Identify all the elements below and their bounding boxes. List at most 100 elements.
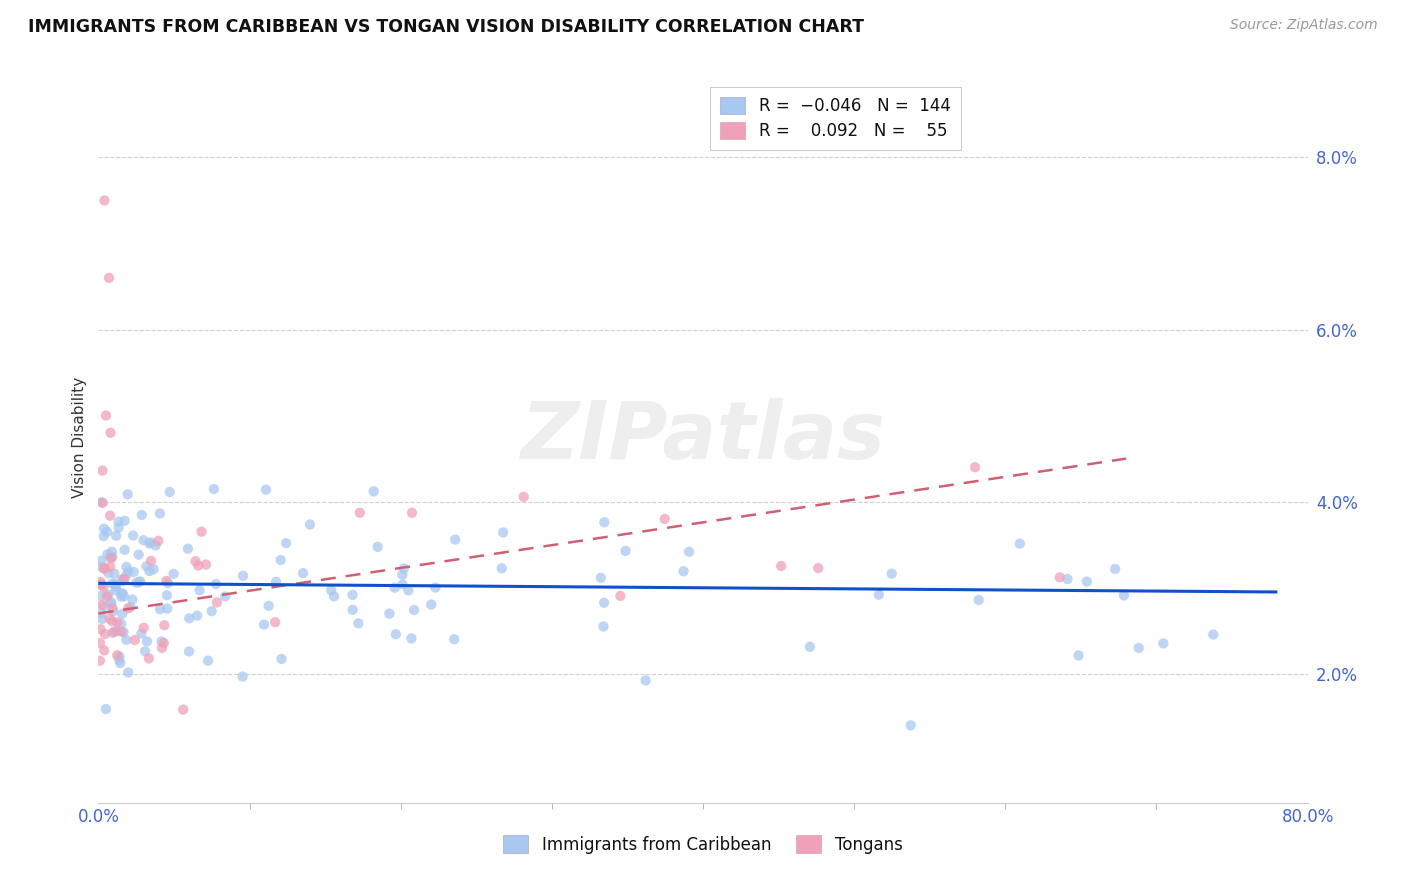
Point (1104, 562, 1126, 576)
Point (134, 644, 156, 658)
Point (634, 673, 657, 688)
Text: ZIPatlas: ZIPatlas (520, 398, 886, 476)
Point (98, 508, 121, 523)
Point (135, 559, 157, 574)
Point (105, 529, 128, 543)
Point (177, 541, 200, 556)
Point (678, 545, 700, 559)
Point (425, 581, 447, 595)
Point (444, 533, 467, 547)
Point (253, 617, 276, 632)
Point (107, 615, 129, 630)
Point (110, 590, 132, 604)
Point (264, 615, 287, 630)
Point (117, 665, 139, 680)
Point (101, 544, 124, 558)
Point (1128, 640, 1150, 655)
Point (115, 567, 138, 582)
Text: Source: ZipAtlas.com: Source: ZipAtlas.com (1230, 18, 1378, 32)
Point (110, 624, 132, 639)
Point (177, 644, 200, 658)
Point (512, 490, 534, 504)
Point (98, 549, 121, 564)
Point (298, 517, 321, 532)
Point (274, 536, 297, 550)
Point (201, 604, 224, 618)
Point (197, 654, 219, 668)
Point (770, 559, 793, 574)
Point (98, 559, 121, 574)
Point (1008, 536, 1031, 550)
Point (172, 703, 194, 717)
Point (270, 553, 292, 567)
Point (321, 583, 343, 598)
Point (150, 640, 173, 655)
Point (100, 597, 122, 611)
Point (186, 608, 208, 623)
Point (93, 579, 115, 593)
Point (110, 616, 132, 631)
Point (98, 271, 121, 285)
Point (91, 612, 114, 626)
Point (401, 632, 423, 646)
Point (396, 583, 419, 598)
Point (97, 587, 120, 601)
Point (105, 648, 128, 663)
Point (609, 589, 631, 603)
Point (1049, 570, 1071, 584)
Point (90, 607, 112, 621)
Point (105, 579, 128, 593)
Text: IMMIGRANTS FROM CARIBBEAN VS TONGAN VISION DISABILITY CORRELATION CHART: IMMIGRANTS FROM CARIBBEAN VS TONGAN VISI… (28, 18, 865, 36)
Point (101, 625, 124, 640)
Point (156, 601, 179, 615)
Point (187, 558, 209, 573)
Point (122, 565, 145, 579)
Point (148, 533, 170, 548)
Point (100, 551, 122, 566)
Point (162, 566, 184, 581)
Point (90, 589, 112, 603)
Point (125, 575, 148, 590)
Point (110, 656, 132, 670)
Point (128, 575, 150, 590)
Point (114, 514, 136, 528)
Point (1056, 572, 1078, 586)
Point (120, 600, 142, 615)
Point (159, 484, 181, 499)
Point (90, 554, 112, 568)
Point (378, 607, 401, 621)
Point (94, 627, 117, 641)
Point (112, 625, 135, 640)
Point (156, 576, 179, 591)
Point (807, 561, 830, 575)
Point (202, 482, 225, 496)
Point (492, 525, 515, 540)
Point (232, 670, 254, 684)
Point (443, 632, 465, 647)
Point (89, 636, 111, 650)
Point (155, 574, 177, 588)
Point (323, 589, 346, 603)
Point (136, 634, 159, 648)
Point (93, 599, 115, 614)
Point (101, 615, 124, 629)
Point (188, 583, 211, 598)
Point (367, 540, 389, 554)
Point (179, 611, 201, 625)
Point (214, 590, 236, 604)
Point (93, 561, 115, 575)
Point (121, 592, 143, 607)
Point (342, 603, 364, 617)
Point (107, 520, 129, 534)
Point (104, 577, 127, 591)
Legend: Immigrants from Caribbean, Tongans: Immigrants from Caribbean, Tongans (496, 829, 910, 860)
Point (112, 589, 135, 603)
Point (91, 496, 114, 510)
Point (420, 598, 443, 612)
Point (156, 588, 179, 602)
Point (149, 602, 172, 616)
Point (593, 596, 616, 610)
Point (94, 561, 117, 575)
Point (97, 566, 120, 580)
Point (589, 571, 612, 585)
